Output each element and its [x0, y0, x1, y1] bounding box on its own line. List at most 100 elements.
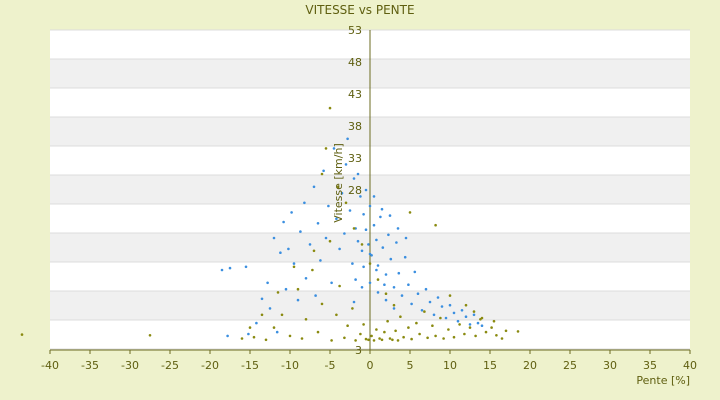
x-tick-label: 25 — [563, 359, 577, 372]
data-point-series-1 — [367, 243, 370, 246]
data-point-series-2 — [351, 307, 354, 310]
data-point-series-2 — [396, 339, 400, 342]
data-point-series-2 — [264, 338, 268, 342]
data-point-series-1 — [352, 300, 356, 304]
data-point-series-2 — [311, 268, 314, 272]
data-point-series-1 — [247, 332, 250, 336]
x-tick-label: 20 — [523, 359, 537, 372]
data-point-series-2 — [312, 249, 316, 253]
data-point-series-2 — [272, 326, 276, 329]
data-point-series-2 — [380, 338, 384, 342]
data-point-series-1 — [360, 286, 364, 289]
data-point-series-2 — [324, 147, 328, 150]
data-point-series-2 — [431, 324, 434, 328]
data-point-series-1 — [346, 137, 349, 141]
data-point-series-2 — [386, 319, 389, 323]
data-point-series-2 — [407, 326, 410, 329]
data-point-series-2 — [399, 315, 402, 319]
data-point-series-1 — [327, 204, 330, 208]
data-point-series-1 — [476, 321, 480, 325]
data-point-series-1 — [319, 259, 322, 262]
data-point-series-1 — [330, 281, 333, 285]
data-point-series-1 — [368, 281, 372, 285]
data-point-series-1 — [388, 214, 392, 217]
data-point-series-1 — [348, 209, 352, 212]
data-point-series-1 — [444, 316, 448, 320]
data-point-series-2 — [463, 332, 466, 336]
data-point-series-2 — [304, 318, 308, 321]
data-point-series-1 — [407, 283, 410, 287]
data-point-series-2 — [458, 323, 461, 326]
data-point-series-2 — [320, 172, 324, 176]
data-point-series-1 — [284, 287, 288, 291]
y-tick-label: 3 — [355, 344, 362, 357]
data-point-series-2 — [391, 338, 394, 342]
data-point-series-1 — [296, 298, 300, 302]
data-point-series-1 — [279, 251, 282, 254]
data-point-series-1 — [362, 265, 365, 269]
data-point-series-1 — [383, 283, 386, 287]
data-point-series-2 — [423, 310, 426, 313]
data-point-series-1 — [368, 252, 372, 256]
data-point-series-2 — [480, 316, 484, 320]
data-point-series-1 — [468, 323, 472, 326]
x-tick-label: -10 — [281, 359, 299, 372]
data-point-series-1 — [392, 286, 396, 289]
data-point-series-2 — [364, 337, 368, 341]
data-point-series-2 — [300, 337, 304, 340]
data-point-series-2 — [338, 284, 341, 288]
data-point-series-2 — [320, 302, 324, 306]
data-point-series-1 — [432, 313, 436, 317]
x-axis-ticks: -40 -35 -30 -25 -20 -15 -10 -5 0 5 10 15 20 25 30 35 40 — [41, 350, 697, 372]
data-point-series-1 — [364, 188, 368, 192]
data-point-series-2 — [415, 321, 418, 325]
x-tick-label: 10 — [443, 359, 457, 372]
data-point-series-1 — [368, 204, 372, 208]
y-axis-ticks: 53 48 43 38 33 28 3 — [348, 24, 362, 357]
data-point-series-1 — [400, 294, 404, 297]
data-point-series-1 — [272, 236, 276, 240]
data-point-series-2 — [410, 337, 413, 341]
data-point-series-2 — [296, 287, 300, 291]
data-point-series-2 — [343, 336, 346, 340]
x-tick-label: 30 — [603, 359, 617, 372]
data-point-series-1 — [376, 291, 380, 294]
data-point-series-2 — [447, 328, 450, 331]
data-point-series-1 — [404, 236, 408, 240]
data-point-series-2 — [280, 313, 284, 317]
data-point-series-2 — [516, 330, 520, 333]
data-point-series-1 — [376, 264, 380, 267]
data-point-series-1 — [268, 307, 272, 310]
data-point-series-1 — [416, 292, 420, 296]
data-point-series-1 — [396, 227, 400, 230]
y-axis-label: Vitesse [km/h] — [332, 143, 345, 223]
data-point-series-1 — [282, 220, 285, 224]
data-point-series-2 — [434, 223, 437, 227]
data-point-series-2 — [276, 291, 280, 294]
y-tick-label: 28 — [348, 184, 362, 197]
data-point-series-1 — [403, 255, 407, 259]
data-point-series-2 — [448, 294, 452, 297]
y-tick-label: 48 — [348, 56, 362, 69]
data-point-series-1 — [395, 241, 398, 244]
x-tick-label: -20 — [201, 359, 219, 372]
y-tick-label: 33 — [348, 152, 362, 165]
data-point-series-1 — [464, 315, 468, 319]
data-point-series-2 — [474, 334, 477, 338]
data-point-series-1 — [460, 309, 464, 312]
data-point-series-2 — [484, 330, 488, 334]
data-point-series-1 — [351, 262, 354, 265]
data-point-series-2 — [388, 337, 392, 340]
data-point-series-1 — [372, 195, 376, 198]
data-point-series-1 — [308, 243, 312, 246]
data-point-series-1 — [428, 300, 432, 304]
data-point-series-2 — [359, 332, 362, 336]
data-point-series-1 — [384, 298, 388, 302]
data-point-series-1 — [343, 232, 346, 235]
data-point-series-1 — [375, 268, 378, 272]
data-point-series-2 — [260, 313, 264, 317]
data-point-series-2 — [500, 337, 504, 340]
data-point-series-1 — [352, 177, 356, 180]
data-point-series-1 — [359, 195, 362, 198]
